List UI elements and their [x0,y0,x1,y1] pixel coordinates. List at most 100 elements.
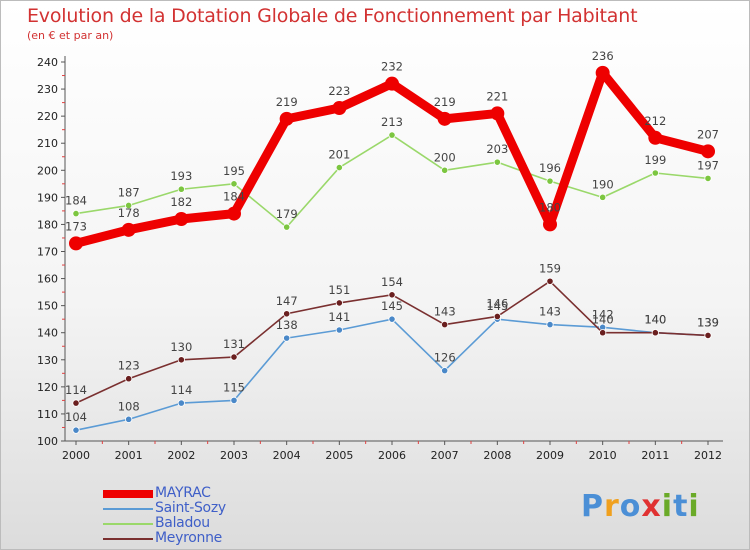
x-tick-label: 2006 [378,449,406,462]
data-point-mayrac [648,130,663,145]
data-point-baladou [72,210,80,218]
data-point-meyronne [125,375,133,383]
y-tick-label: 150 [37,300,58,313]
series-line-saint-sozy [75,318,709,431]
data-point-mayrac [543,217,557,232]
data-label-saint-sozy: 108 [118,399,140,413]
data-label-mayrac: 184 [223,190,245,204]
data-label-mayrac: 180 [539,200,561,214]
data-label-meyronne: 140 [592,313,614,327]
data-label-baladou: 199 [644,153,666,167]
data-label-baladou: 184 [65,194,87,208]
data-label-baladou: 200 [434,150,456,164]
y-tick-label: 190 [37,191,58,204]
data-label-meyronne: 139 [697,315,719,329]
legend: MAYRAC Saint-Sozy Baladou Meyronne [103,485,343,546]
x-tick-label: 2012 [694,449,722,462]
data-label-mayrac: 219 [276,95,298,109]
legend-item-baladou[interactable]: Baladou [103,515,343,531]
data-point-meyronne [704,331,712,340]
data-label-mayrac: 182 [170,195,192,209]
data-label-baladou: 197 [697,158,719,172]
data-point-baladou [546,177,554,185]
data-point-saint-sozy [72,426,80,434]
legend-label-meyronne: Meyronne [155,530,222,546]
legend-item-saint-sozy[interactable]: Saint-Sozy [103,500,343,516]
x-tick-label: 2001 [115,449,143,462]
data-point-meyronne [72,399,80,407]
data-label-meyronne: 154 [381,275,403,289]
logo-letter: t [673,489,689,524]
x-tick-label: 2003 [220,449,248,462]
data-point-saint-sozy [546,320,554,329]
data-label-saint-sozy: 140 [644,313,666,327]
data-point-mayrac [595,65,610,80]
data-point-saint-sozy [230,396,238,404]
data-point-meyronne [388,291,396,299]
data-label-saint-sozy: 143 [539,305,561,319]
data-label-mayrac: 232 [381,60,403,74]
legend-item-mayrac[interactable]: MAYRAC [103,485,343,501]
x-tick-label: 2009 [536,449,564,462]
data-point-saint-sozy [177,399,185,407]
y-tick-label: 100 [37,435,58,448]
data-point-baladou [283,223,291,231]
data-label-mayrac: 207 [697,127,719,141]
data-label-saint-sozy: 126 [434,351,456,365]
data-label-meyronne: 130 [170,340,192,354]
data-label-mayrac: 223 [328,84,350,98]
legend-swatch-mayrac [103,490,153,498]
y-tick-label: 240 [37,56,58,69]
data-point-saint-sozy [283,334,291,342]
data-point-baladou [230,180,238,188]
legend-swatch-baladou [103,523,153,525]
data-label-saint-sozy: 114 [170,383,192,397]
data-point-saint-sozy [441,367,449,375]
y-tick-label: 180 [37,218,58,231]
data-point-baladou [493,158,501,166]
data-label-baladou: 187 [118,185,140,199]
data-label-baladou: 190 [592,177,614,191]
series-line-mayrac [71,68,713,248]
data-point-saint-sozy [388,315,396,323]
data-label-mayrac: 219 [434,95,456,109]
data-label-meyronne: 147 [276,294,298,308]
y-tick-label: 200 [37,164,58,177]
legend-swatch-saint-sozy [103,508,153,510]
data-point-meyronne [177,356,185,364]
legend-label-mayrac: MAYRAC [155,485,211,501]
data-label-mayrac: 173 [65,219,87,233]
data-point-baladou [651,169,659,177]
data-label-saint-sozy: 145 [381,299,403,313]
data-point-mayrac [121,222,136,237]
data-label-meyronne: 159 [539,261,561,275]
x-tick-label: 2008 [483,449,511,462]
data-label-mayrac: 178 [118,206,140,220]
y-tick-label: 210 [37,137,58,150]
logo-letter: o [619,489,642,524]
data-point-mayrac [174,212,189,227]
data-label-saint-sozy: 115 [223,380,245,394]
data-point-mayrac [701,144,715,159]
data-point-baladou [125,201,133,210]
data-label-saint-sozy: 138 [276,318,298,332]
x-tick-label: 2004 [273,449,301,462]
data-point-mayrac [332,101,347,116]
data-label-baladou: 193 [170,169,192,183]
legend-item-meyronne[interactable]: Meyronne [103,530,343,546]
logo-letter: i [661,489,674,524]
logo-letter: r [604,489,620,524]
data-label-baladou: 195 [223,164,245,178]
data-point-meyronne [493,312,501,321]
x-tick-label: 2011 [641,449,669,462]
y-tick-label: 120 [37,381,58,394]
logo-letter: P [581,489,604,524]
data-label-mayrac: 212 [644,114,666,128]
data-label-mayrac: 236 [592,49,614,63]
data-label-meyronne: 146 [486,296,508,310]
data-point-mayrac [69,236,83,251]
legend-label-saint-sozy: Saint-Sozy [155,500,226,516]
x-tick-label: 2005 [325,449,353,462]
data-point-mayrac [279,111,294,126]
